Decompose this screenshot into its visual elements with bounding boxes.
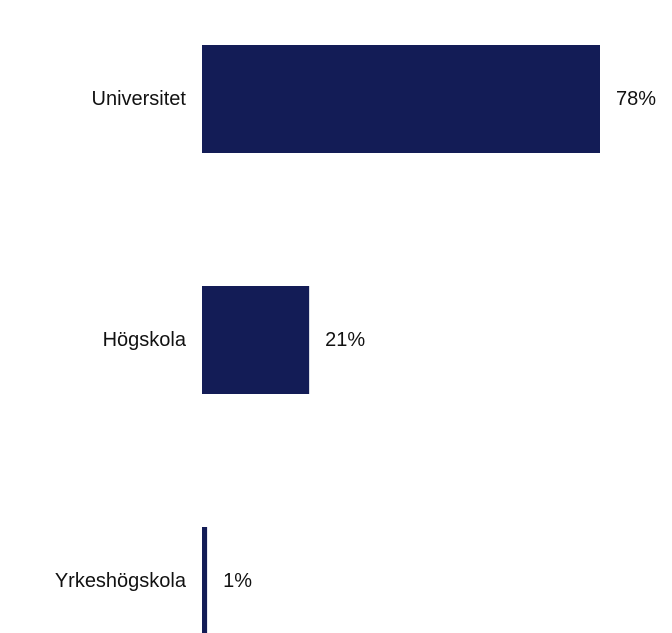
category-label-1: Högskola bbox=[103, 329, 187, 351]
category-label-2: Yrkeshögskola bbox=[55, 570, 187, 592]
category-label-0: Universitet bbox=[92, 88, 187, 110]
bar-2 bbox=[202, 527, 208, 633]
bar-1 bbox=[202, 286, 310, 394]
value-label-0: 78% bbox=[616, 88, 656, 110]
bar-0 bbox=[202, 45, 600, 153]
value-label-1: 21% bbox=[325, 329, 365, 351]
value-label-2: 1% bbox=[223, 570, 252, 592]
